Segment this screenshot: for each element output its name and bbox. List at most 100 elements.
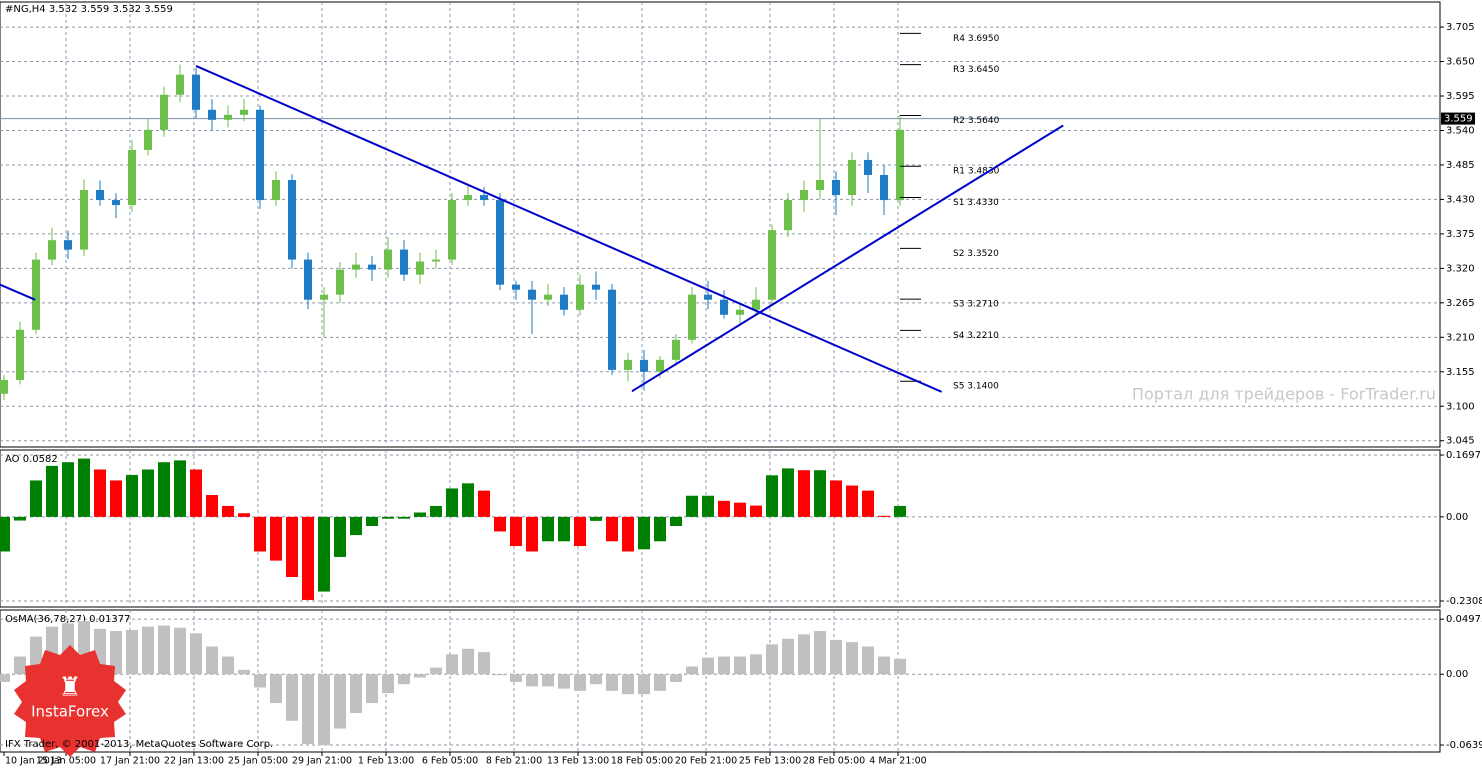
- histogram-bar: [398, 674, 410, 685]
- x-tick-label: 4 Mar 21:00: [869, 756, 926, 767]
- histogram-bar: [798, 634, 810, 675]
- histogram-bar: [46, 465, 58, 517]
- candle-body: [352, 264, 360, 270]
- histogram-bar: [510, 674, 522, 682]
- current-price-label: 3.559: [1444, 114, 1473, 125]
- candle-body: [224, 114, 232, 120]
- y-tick-label: 0.00: [1446, 669, 1468, 680]
- price-box: [1441, 112, 1475, 125]
- histogram-bar: [350, 674, 362, 714]
- histogram-bar: [254, 674, 266, 688]
- y-tick-label: 0.04975: [1446, 614, 1482, 625]
- candle-body: [272, 180, 280, 201]
- histogram-bar: [526, 516, 538, 552]
- pivot-label: S4 3.2210: [953, 331, 999, 341]
- histogram-bar: [894, 505, 906, 517]
- histogram-bar: [78, 458, 90, 517]
- histogram-bar: [110, 480, 122, 517]
- candle-body: [368, 264, 376, 270]
- histogram-bar: [878, 656, 890, 675]
- histogram-bar: [558, 516, 570, 542]
- histogram-bar: [670, 516, 682, 526]
- candle-body: [752, 299, 760, 310]
- histogram-bar: [638, 674, 650, 695]
- histogram-bar: [862, 490, 874, 517]
- y-tick-label: -0.0639: [1446, 740, 1482, 751]
- histogram-bar: [734, 656, 746, 675]
- histogram-bar: [302, 516, 314, 600]
- histogram-bar: [174, 627, 186, 675]
- histogram-bar: [446, 488, 458, 517]
- candle-body: [96, 190, 104, 201]
- x-tick-label: 20 Feb 21:00: [675, 756, 737, 767]
- histogram-bar: [718, 656, 730, 675]
- histogram-bar: [430, 667, 442, 675]
- histogram-bar: [862, 646, 874, 675]
- candle-body: [800, 190, 808, 201]
- histogram-bar: [798, 470, 810, 517]
- histogram-bar: [318, 516, 330, 592]
- candle-body: [384, 249, 392, 270]
- y-tick-label: 3.045: [1446, 436, 1475, 447]
- pivot-label: S2 3.3520: [953, 249, 999, 259]
- trendline: [631, 124, 1064, 393]
- histogram-bar: [334, 516, 346, 557]
- candle-body: [288, 180, 296, 260]
- histogram-bar: [766, 475, 778, 517]
- trendline: [195, 65, 943, 393]
- histogram-bar: [398, 516, 410, 519]
- histogram-bar: [382, 674, 394, 694]
- candle-body: [160, 94, 168, 130]
- pivot-label: R4 3.6950: [953, 34, 1000, 44]
- histogram-bar: [206, 646, 218, 675]
- y-tick-label: 3.265: [1446, 298, 1475, 309]
- pane: [0, 449, 1441, 608]
- candle-body: [704, 294, 712, 300]
- histogram-bar: [158, 462, 170, 517]
- candle-body: [320, 294, 328, 300]
- histogram-bar: [270, 516, 282, 561]
- x-tick-label: 15 Jan 05:00: [36, 756, 96, 767]
- y-tick-label: 3.705: [1446, 22, 1475, 33]
- y-tick-label: 3.650: [1446, 57, 1475, 68]
- pivot-label: S3 3.2710: [953, 300, 999, 310]
- histogram-bar: [622, 674, 634, 695]
- candle-body: [240, 109, 248, 115]
- histogram-bar: [846, 485, 858, 517]
- histogram-bar: [142, 469, 154, 517]
- candle-body: [64, 240, 72, 250]
- histogram-bar: [894, 658, 906, 675]
- logo-badge: [14, 645, 126, 757]
- candle-body: [528, 289, 536, 300]
- histogram-bar: [30, 480, 42, 517]
- histogram-bar: [590, 674, 602, 685]
- histogram-bar: [638, 516, 650, 550]
- x-tick-label: 1 Feb 13:00: [358, 756, 414, 767]
- histogram-bar: [686, 666, 698, 675]
- pivot-label: R3 3.6450: [953, 65, 1000, 75]
- histogram-bar: [574, 674, 586, 691]
- histogram-bar: [686, 495, 698, 517]
- histogram-bar: [350, 516, 362, 536]
- histogram-bar: [878, 515, 890, 517]
- histogram-bar: [574, 516, 586, 547]
- candle-body: [48, 240, 56, 260]
- histogram-bar: [814, 631, 826, 675]
- candle-body: [736, 309, 744, 315]
- histogram-bar: [446, 654, 458, 675]
- candle-body: [816, 180, 824, 191]
- candle-body: [576, 284, 584, 310]
- candle-body: [480, 195, 488, 201]
- logo-icon: ♜: [58, 673, 81, 703]
- y-tick-label: 3.100: [1446, 401, 1475, 412]
- histogram-bar: [782, 468, 794, 517]
- candle-body: [848, 159, 856, 196]
- x-tick-label: 25 Jan 05:00: [228, 756, 288, 767]
- histogram-bar: [206, 495, 218, 517]
- histogram-bar: [318, 674, 330, 746]
- histogram-bar: [478, 490, 490, 517]
- candle-body: [256, 109, 264, 201]
- candle-body: [896, 129, 904, 201]
